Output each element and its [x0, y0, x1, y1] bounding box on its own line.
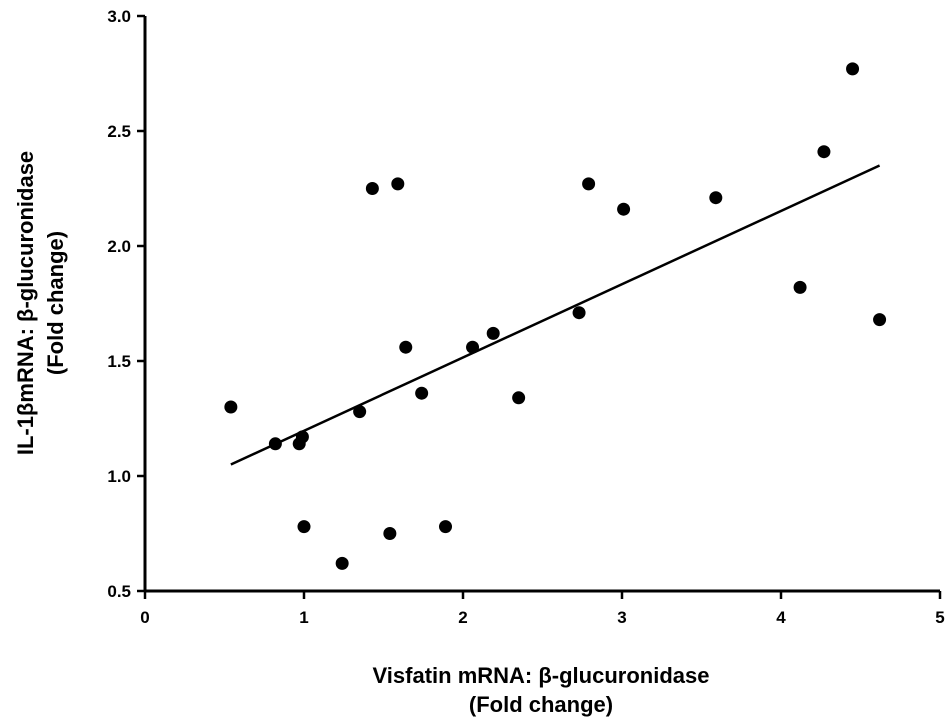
y-axis-title-line-1: IL-1βmRNA: β-glucuronidase [13, 151, 38, 455]
data-point [439, 520, 453, 534]
y-tick-label: 0.5 [107, 582, 131, 601]
data-point [582, 177, 596, 191]
data-point [391, 177, 405, 191]
data-point [383, 527, 397, 540]
data-point [365, 182, 379, 195]
data-point [793, 280, 807, 294]
data-point [846, 62, 860, 76]
trend-line [230, 164, 881, 466]
data-point [617, 202, 631, 216]
y-tick-label: 1.5 [107, 352, 131, 371]
data-point [353, 405, 367, 419]
data-point [224, 400, 238, 414]
data-point [415, 386, 429, 400]
y-tick-label: 1.0 [107, 467, 131, 486]
data-point [268, 437, 282, 451]
x-tick-label: 3 [617, 608, 626, 627]
data-point [399, 340, 413, 354]
x-tick-label: 1 [299, 608, 308, 627]
y-tick-label: 2.0 [107, 237, 131, 256]
data-point [873, 313, 887, 327]
y-tick-label: 3.0 [107, 7, 131, 26]
data-point [295, 430, 309, 444]
x-axis-title-line-1: Visfatin mRNA: β-glucuronidase [373, 663, 710, 688]
y-axis-title-line-2: (Fold change) [43, 231, 68, 375]
x-tick-label: 2 [458, 608, 467, 627]
y-tick-label: 2.5 [107, 122, 131, 141]
data-point [817, 145, 831, 159]
data-point [297, 520, 311, 534]
data-point [335, 556, 349, 570]
x-tick-label: 0 [140, 608, 149, 627]
x-tick-label: 5 [935, 608, 944, 627]
data-point [466, 340, 480, 354]
data-point [512, 391, 526, 405]
data-point [486, 326, 500, 340]
x-axis-title-line-2: (Fold change) [469, 692, 613, 717]
x-tick-label: 4 [776, 608, 786, 627]
data-point [709, 191, 723, 205]
plot-area: 0.5 1.0 1.5 2.0 2.5 3.0 0 1 2 3 4 5 [107, 7, 944, 627]
data-point [572, 306, 586, 320]
